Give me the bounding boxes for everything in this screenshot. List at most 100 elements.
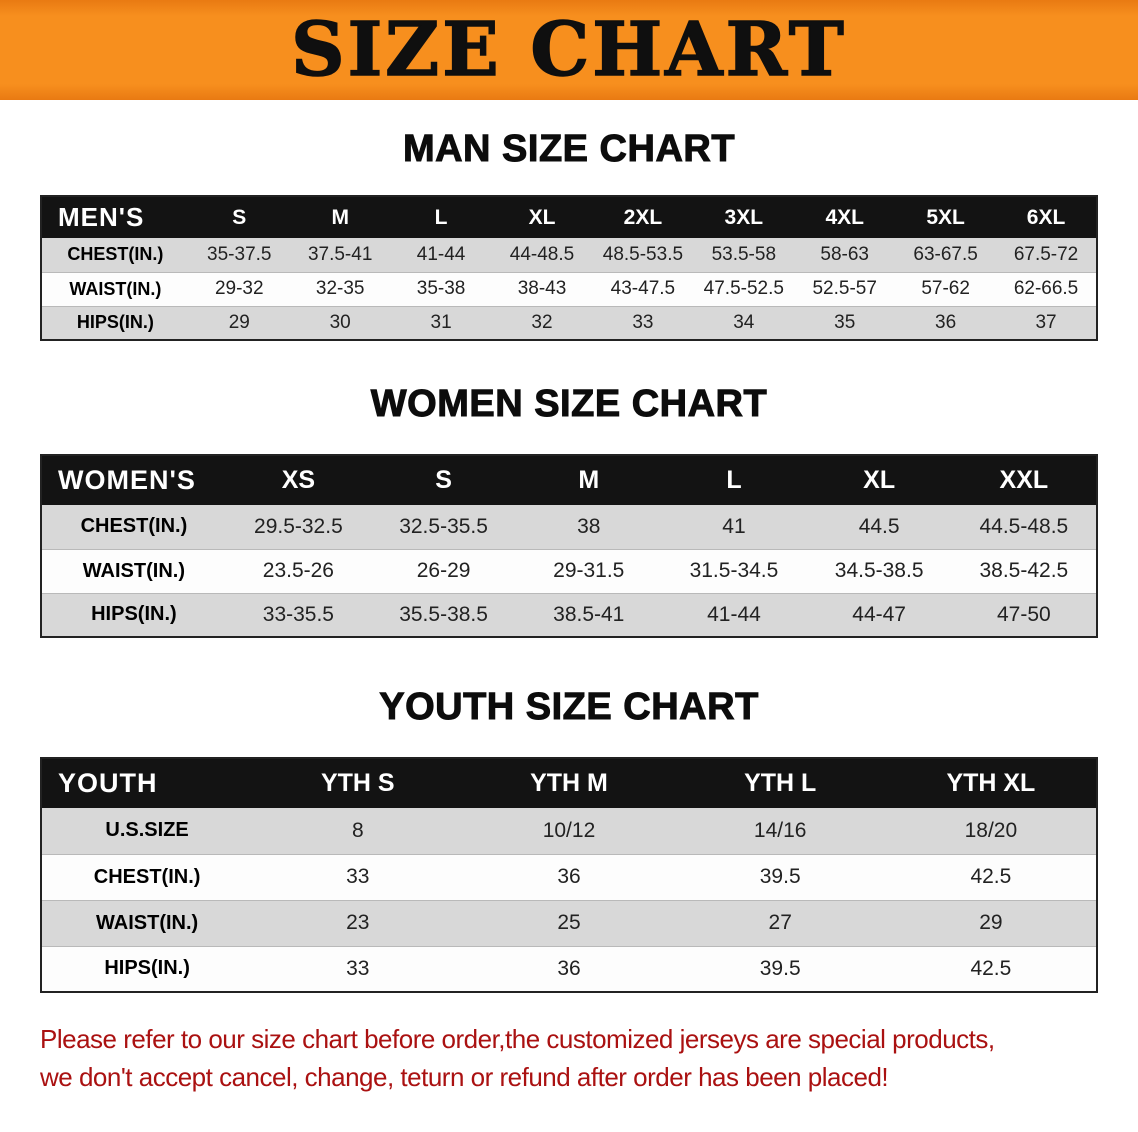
size-header-cell: L (390, 196, 492, 238)
value-cell: 58-63 (794, 238, 896, 273)
man-size-chart-heading: MAN SIZE CHART (402, 128, 736, 171)
value-cell: 52.5-57 (794, 272, 896, 307)
table-title-cell: MEN'S (41, 196, 189, 238)
value-cell: 30 (329, 311, 351, 333)
row-label-cell: CHEST(IN.) (41, 505, 226, 550)
value-cell: 67.5-72 (996, 238, 1097, 273)
row-label-cell: U.S.SIZE (41, 808, 253, 855)
size-header-cell: 5XL (895, 196, 997, 238)
value-cell: 29-32 (188, 272, 290, 307)
table-row: HIPS(IN.) 33 36 39.5 42.5 (41, 946, 1097, 992)
table-row: WAIST(IN.) 23 25 27 29 (41, 900, 1097, 947)
table-row: HIPS(IN.) 33-35.5 35.5-38.5 38.5-41 41-44 44-… (41, 593, 1097, 637)
value-cell: 32-35 (289, 272, 391, 307)
size-header-cell: XL (806, 455, 952, 505)
value-cell: 41-44 (390, 238, 492, 273)
value-cell: 44.5-48.5 (951, 505, 1097, 550)
value-cell: 29-31.5 (516, 549, 662, 594)
value-cell: 41 (661, 505, 807, 550)
women-size-table: WOMEN'S XS S M L XL XXL CHEST(IN.) 29.5-32.5 32.5… (40, 454, 1098, 638)
size-header-cell: 6XL (996, 196, 1097, 238)
header-row: WOMEN'S XS S M L XL XXL (41, 455, 1097, 505)
value-cell: 53.5-58 (693, 238, 795, 273)
table-row: CHEST(IN.) 33 36 39.5 42.5 (41, 854, 1097, 901)
row-label-cell: HIPS(IN.) (91, 603, 177, 626)
value-cell: 34.5-38.5 (806, 549, 952, 594)
size-chart-banner: SIZE CHART (0, 0, 1138, 100)
value-cell: 23.5-26 (225, 549, 371, 594)
size-header-cell: L (661, 455, 807, 505)
value-cell: 37.5-41 (289, 238, 391, 273)
size-header-cell: 3XL (693, 196, 795, 238)
value-cell: 63-67.5 (895, 238, 997, 273)
value-cell: 42.5 (885, 854, 1097, 901)
value-cell: 38 (516, 505, 662, 550)
value-cell: 41-44 (707, 602, 761, 626)
value-cell: 44-48.5 (491, 238, 593, 273)
youth-size-table: YOUTH YTH S YTH M YTH L YTH XL U.S.SIZE 8 10/12… (40, 757, 1098, 993)
size-header-cell: XL (491, 196, 593, 238)
value-cell: 44.5 (806, 505, 952, 550)
size-header-cell: S (188, 196, 290, 238)
size-header-cell: YTH M (463, 758, 675, 808)
size-header-cell: 2XL (592, 196, 694, 238)
page-title: SIZE CHART (290, 6, 847, 94)
value-cell: 35 (834, 311, 856, 333)
size-header-cell: YTH XL (885, 758, 1097, 808)
value-cell: 29 (228, 311, 250, 333)
value-cell: 18/20 (885, 808, 1097, 855)
value-cell: 33 (252, 854, 464, 901)
size-header-cell: S (370, 455, 517, 505)
row-label-cell: WAIST(IN.) (41, 272, 189, 307)
value-cell: 33-35.5 (262, 602, 334, 626)
value-cell: 10/12 (463, 808, 675, 855)
value-cell: 37 (1035, 311, 1057, 333)
men-size-table: MEN'S S M L XL 2XL 3XL 4XL 5XL 6XL CHEST(IN.) 35-37… (40, 195, 1098, 341)
value-cell: 48.5-53.5 (592, 238, 694, 273)
footer-note: Please refer to our size chart before or… (40, 1021, 1138, 1096)
row-label-cell: WAIST(IN.) (41, 549, 226, 594)
table-row: U.S.SIZE 8 10/12 14/16 18/20 (41, 808, 1097, 855)
value-cell: 25 (463, 900, 675, 947)
table-title-cell: WOMEN'S (41, 455, 226, 505)
value-cell: 57-62 (895, 272, 997, 307)
value-cell: 35-37.5 (188, 238, 290, 273)
size-header-cell: 4XL (794, 196, 896, 238)
value-cell: 32 (531, 311, 553, 333)
value-cell: 39.5 (674, 854, 886, 901)
value-cell: 31.5-34.5 (661, 549, 807, 594)
header-row: MEN'S S M L XL 2XL 3XL 4XL 5XL 6XL (41, 196, 1097, 238)
value-cell: 43-47.5 (592, 272, 694, 307)
value-cell: 38.5-41 (553, 602, 625, 626)
value-cell: 42.5 (970, 956, 1012, 980)
row-label-cell: HIPS(IN.) (76, 312, 154, 333)
header-row: YOUTH YTH S YTH M YTH L YTH XL (41, 758, 1097, 808)
value-cell: 38-43 (491, 272, 593, 307)
row-label-cell: HIPS(IN.) (104, 957, 190, 980)
value-cell: 47-50 (997, 602, 1051, 626)
table-title-cell: YOUTH (41, 758, 253, 808)
value-cell: 47.5-52.5 (693, 272, 795, 307)
value-cell: 62-66.5 (996, 272, 1097, 307)
value-cell: 31 (430, 311, 452, 333)
size-header-cell: YTH S (252, 758, 464, 808)
value-cell: 32.5-35.5 (370, 505, 517, 550)
footer-note-line-2: we don't accept cancel, change, teturn o… (40, 1061, 889, 1092)
value-cell: 35.5-38.5 (399, 602, 488, 626)
table-row: CHEST(IN.) 29.5-32.5 32.5-35.5 38 41 44.5 44.5… (41, 505, 1097, 550)
value-cell: 8 (252, 808, 464, 855)
value-cell: 38.5-42.5 (951, 549, 1097, 594)
value-cell: 29 (885, 900, 1097, 947)
row-label-cell: CHEST(IN.) (41, 854, 253, 901)
table-row: WAIST(IN.) 29-32 32-35 35-38 38-43 43-47.5 47.… (41, 272, 1097, 307)
value-cell: 33 (346, 956, 370, 980)
size-header-cell: XS (225, 455, 371, 505)
value-cell: 34 (733, 311, 755, 333)
value-cell: 27 (674, 900, 886, 947)
row-label-cell: WAIST(IN.) (41, 900, 253, 947)
table-row: HIPS(IN.) 29 30 31 32 33 34 35 36 37 (41, 306, 1097, 340)
size-header-cell: M (516, 455, 662, 505)
value-cell: 44-47 (852, 602, 906, 626)
row-label-cell: CHEST(IN.) (41, 238, 189, 273)
value-cell: 23 (252, 900, 464, 947)
